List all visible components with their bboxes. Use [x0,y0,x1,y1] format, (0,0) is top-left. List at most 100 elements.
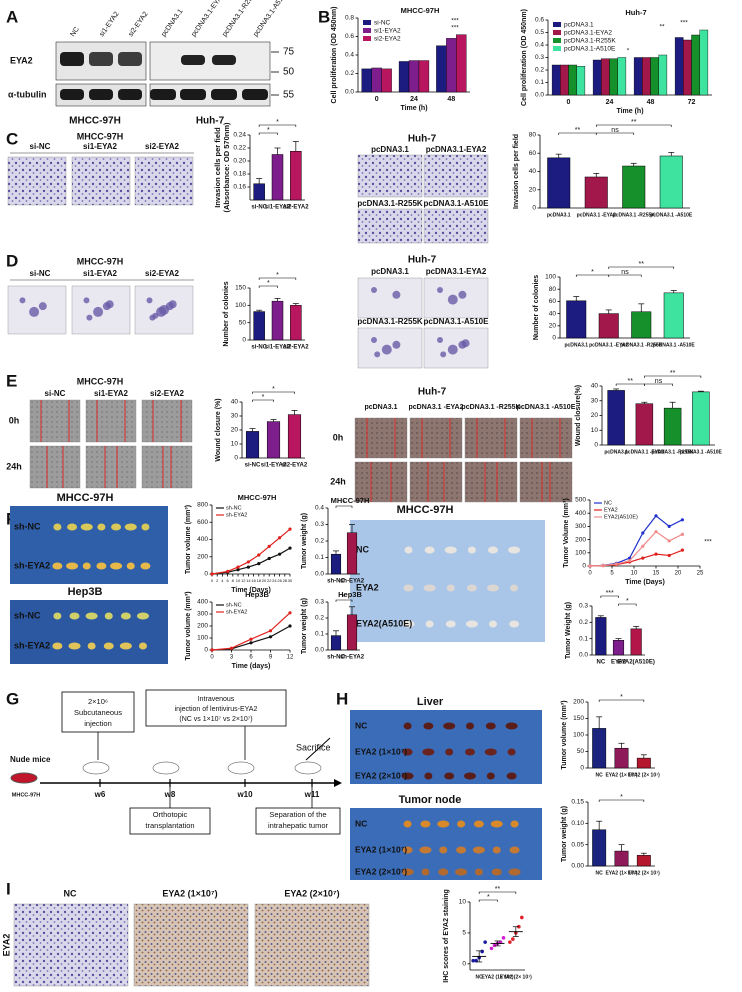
panel-letter: I [6,879,11,898]
x-tick-label: si2-EYA2 [283,205,309,211]
series-line [589,549,683,567]
point [288,624,292,628]
bar [361,68,372,93]
tumor [138,642,147,650]
schema-text: (NC vs 1×10⁷ vs 2×10⁷) [179,716,252,723]
image-label: pcDNA3.1 [371,267,409,276]
image-title: Hep3B [68,586,103,598]
x-tick-label: sh-NC [327,579,345,585]
bar [371,67,382,93]
x-tick-label: pcDNA3.1 [564,342,588,348]
image-label: pcDNA3.1-A510E [424,317,490,326]
tumor [140,562,151,570]
colony [437,337,443,343]
bar [547,157,571,209]
tumor [124,523,137,531]
schema-text: Nude mice [10,755,51,764]
tumor [82,562,91,570]
bar [456,34,467,93]
y-tick-label: 10 [231,441,239,448]
chart-title: MHCC-97H [401,6,440,15]
band [150,89,176,100]
schema-text: Separation of the [269,810,326,819]
row-label: EYA2 [1,934,11,957]
x-tick-label: 18 [257,578,262,583]
point [667,524,671,529]
panel-letter: C [6,129,18,148]
y-tick-label: 40 [231,399,239,406]
image-tile [133,903,249,987]
y-tick-label: 30 [591,397,599,404]
legend-label: sh-NC [226,505,242,511]
x-tick-label: EYA2 [611,660,627,666]
image-tile [29,445,81,489]
image-title: Tumor node [399,794,462,806]
colony [159,305,169,315]
tumor [444,546,457,554]
bar [663,407,682,446]
colony [152,312,159,319]
tumor [445,620,456,628]
x-tick-label: NC [596,772,604,778]
colony [19,297,26,304]
point [520,915,524,920]
tumor [487,584,499,592]
tumor [402,846,413,854]
point [667,553,671,558]
image-label: si2-EYA2 [145,269,180,278]
schema-text: 2×10⁶ [88,697,108,706]
significance-bracket [252,391,295,394]
x-tick-label: 6 [249,655,253,661]
schema-text: transplantation [145,821,194,830]
y-axis-label: Wound closure(%) [575,385,582,446]
x-tick-label: pcDNA3.1 [604,449,628,455]
x-tick-label: NC [596,660,605,666]
y-axis-label: Number of colonies [223,281,230,346]
colony [440,351,447,358]
y-tick-label: 0.0 [315,647,324,654]
point [268,635,273,639]
significance-label: * [276,272,279,279]
point [614,562,619,566]
significance-bracket [598,699,645,702]
x-tick-label: si2-EYA2 [282,463,308,469]
week-label: w10 [236,790,253,799]
tumor [419,846,432,854]
y-tick-label: 600 [197,519,208,526]
tumor [507,748,516,756]
tumor [508,546,521,554]
lane-label: pcDNA3.1-EYA2 [190,0,225,38]
y-tick-label: 0.2 [345,70,354,77]
x-tick-label: 72 [688,99,696,106]
tumor [439,846,448,854]
bar [612,640,625,656]
y-tick-label: 0.5 [535,29,544,36]
y-tick-label: 300 [575,523,586,530]
x-tick-label: 14 [246,578,251,583]
colony [458,290,467,299]
bar [650,57,659,96]
significance-label: * [487,894,490,901]
x-tick-label: 30 [288,578,293,583]
y-tick-label: 150 [573,715,584,722]
image-title: Huh-7 [408,134,437,145]
y-tick-label: 200 [197,553,208,560]
image-label: pcDNA3.1-EYA2 [426,145,487,154]
y-tick-label: 0.4 [315,505,324,512]
bar [692,391,710,446]
tumor [96,562,107,570]
tumor [509,620,520,628]
y-tick-label: 60 [529,150,537,157]
band [180,89,206,100]
x-tick-label: 48 [447,96,455,103]
y-tick-label: 0.0 [315,571,324,578]
point [236,568,240,572]
y-tick-label: 0.1 [579,635,588,642]
tumor [104,612,113,620]
x-tick-label: 4 [221,578,224,583]
y-tick-label: 10 [459,899,467,906]
y-tick-label: 0.2 [315,538,324,545]
y-tick-label: 0 [552,335,556,342]
tumor [488,546,498,554]
significance-label: *** [451,25,459,32]
